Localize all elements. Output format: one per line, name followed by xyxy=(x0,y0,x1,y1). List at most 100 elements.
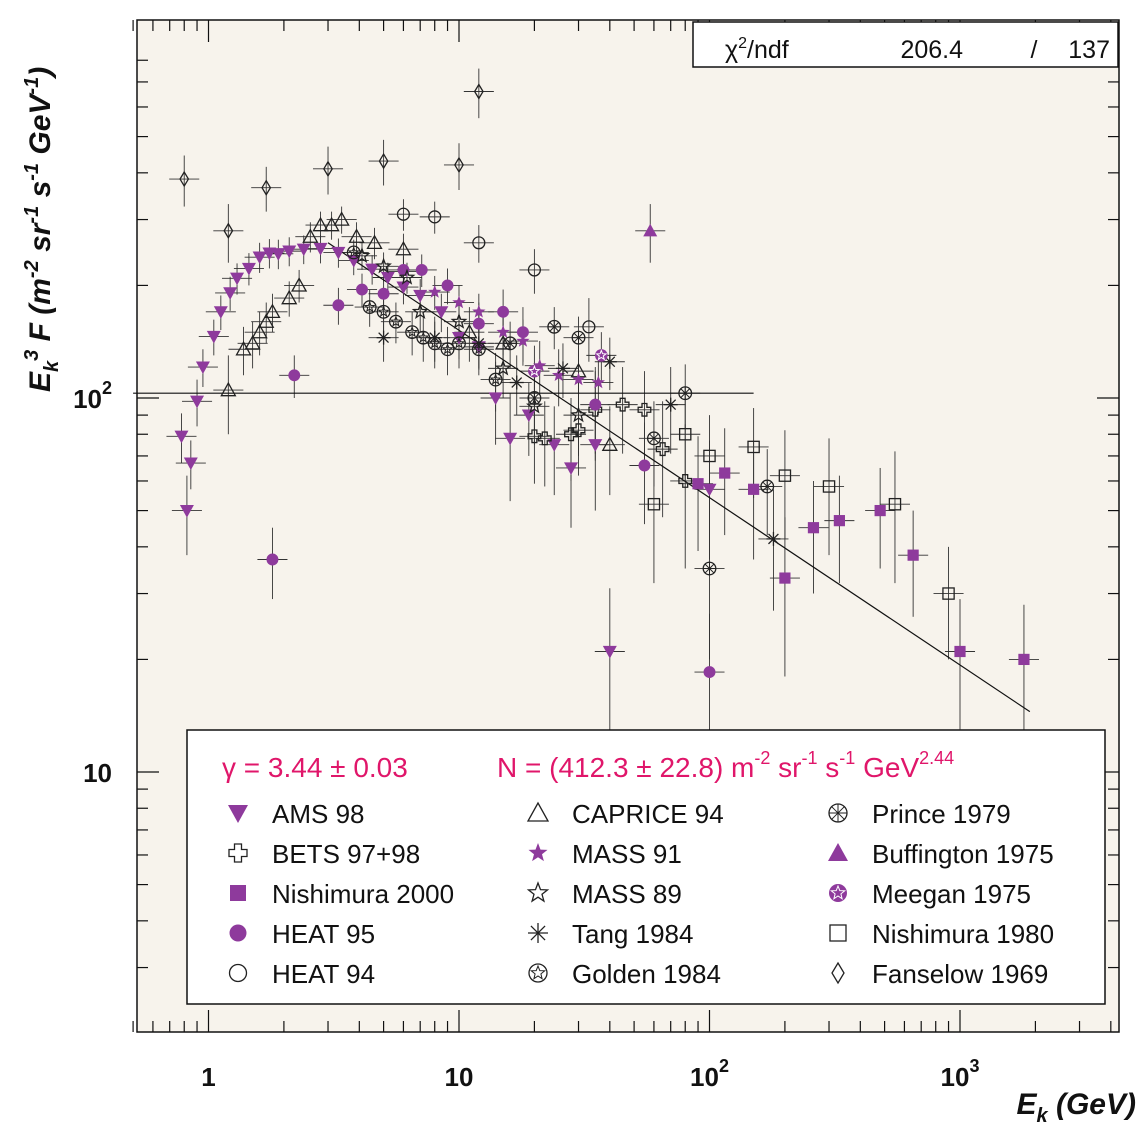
point-nishimura-1980 xyxy=(703,449,716,463)
point-heat-95 xyxy=(441,279,454,292)
point-mass-89 xyxy=(450,312,468,329)
point-heat-95 xyxy=(288,369,301,382)
point-heat-94 xyxy=(428,210,442,224)
legend-label: AMS 98 xyxy=(272,799,365,829)
point-nishimura-2000 xyxy=(779,572,791,584)
point-prince-1979 xyxy=(527,391,542,405)
fit-gamma: γ = 3.44 ± 0.03 xyxy=(222,752,408,783)
point-nishimura-2000 xyxy=(748,483,760,495)
point-prince-1979 xyxy=(646,431,661,446)
point-golden-1984 xyxy=(452,336,466,351)
point-ams-98 xyxy=(434,306,449,319)
legend-marker-bets-97-98 xyxy=(228,843,248,863)
legend-marker-buffington-1975 xyxy=(828,843,848,861)
point-mass-91 xyxy=(533,358,547,372)
point-tang-1984 xyxy=(663,397,678,412)
point-fanselow-1969 xyxy=(378,152,389,170)
x-tick-label: 10 xyxy=(445,1062,474,1092)
point-ams-98 xyxy=(503,432,518,446)
point-bets-97-98 xyxy=(527,429,542,444)
legend-marker-meegan-1975 xyxy=(829,884,847,902)
point-ams-98 xyxy=(195,361,210,375)
stats-box-frame xyxy=(692,21,1119,68)
legend-label: Prince 1979 xyxy=(872,799,1011,829)
point-ams-98 xyxy=(396,281,411,295)
legend-label: Meegan 1975 xyxy=(872,879,1031,909)
point-golden-1984 xyxy=(416,330,431,345)
point-ams-98 xyxy=(365,263,380,277)
y-axis-label-text: Ek3 F (m-2 sr-1 s-1 GeV-1) xyxy=(21,67,63,392)
point-caprice-94 xyxy=(461,323,478,339)
point-heat-94 xyxy=(472,236,486,250)
point-nishimura-2000 xyxy=(907,549,919,561)
point-ams-98 xyxy=(174,430,189,444)
point-heat-95 xyxy=(332,299,345,312)
plot-frame xyxy=(136,19,1120,1033)
point-prince-1979 xyxy=(503,336,518,351)
point-caprice-94 xyxy=(291,277,308,292)
point-prince-1979 xyxy=(678,386,693,401)
point-ams-98 xyxy=(602,645,617,659)
point-mass-89 xyxy=(411,302,429,319)
point-mass-89 xyxy=(570,406,587,423)
point-mass-91 xyxy=(516,334,530,347)
point-mass-91 xyxy=(428,285,442,298)
point-golden-1984 xyxy=(440,342,455,357)
point-nishimura-1980 xyxy=(647,497,661,511)
point-golden-1984 xyxy=(346,245,361,260)
point-caprice-94 xyxy=(244,335,261,350)
point-bets-97-98 xyxy=(537,431,552,446)
point-caprice-94 xyxy=(264,303,281,319)
point-heat-95 xyxy=(589,398,602,411)
point-tang-1984 xyxy=(766,531,781,546)
point-golden-1984 xyxy=(405,325,420,340)
legend-label: Tang 1984 xyxy=(572,919,693,949)
point-ams-98 xyxy=(252,251,267,265)
point-golden-1984 xyxy=(362,300,377,315)
point-bets-97-98 xyxy=(637,402,652,417)
point-heat-95 xyxy=(638,459,651,472)
point-mass-91 xyxy=(552,368,566,381)
point-fanselow-1969 xyxy=(223,222,234,240)
point-tang-1984 xyxy=(509,375,524,390)
legend-label: Nishimura 1980 xyxy=(872,919,1054,949)
y-tick-label: 102 xyxy=(73,378,112,414)
point-ams-98 xyxy=(547,439,562,452)
point-buffington-1975 xyxy=(643,223,658,237)
point-mass-89 xyxy=(375,257,392,274)
x-tick-labels: 1 10 102 103 xyxy=(201,1056,979,1092)
point-caprice-94 xyxy=(348,228,365,243)
point-heat-95 xyxy=(356,283,368,296)
legend-marker-heat-95 xyxy=(229,924,247,942)
legend-marker-prince-1979 xyxy=(828,803,848,823)
legend-label: HEAT 95 xyxy=(272,919,375,949)
legend-label: MASS 89 xyxy=(572,879,682,909)
x-tick-label: 102 xyxy=(690,1056,729,1092)
point-fanselow-1969 xyxy=(323,160,333,178)
point-ams-98 xyxy=(179,504,194,518)
point-heat-95 xyxy=(703,666,716,679)
legend-label: HEAT 94 xyxy=(272,959,375,989)
x-axis-label: Ek (GeV) xyxy=(1017,1088,1137,1127)
chi2-separator: / xyxy=(1031,36,1038,64)
point-meegan-1975 xyxy=(528,364,541,378)
point-ams-98 xyxy=(521,409,536,423)
point-bets-97-98 xyxy=(615,397,630,412)
point-tang-1984 xyxy=(555,361,570,376)
point-nishimura-1980 xyxy=(888,497,902,511)
legend-marker-heat-94 xyxy=(228,963,248,983)
legend-marker-mass-89 xyxy=(526,881,550,903)
legend-entries: AMS 98 BETS 97+98 Nishimura 2000 HEAT 95 HEA… xyxy=(228,799,1054,989)
point-mass-91 xyxy=(452,295,466,309)
y-axis-label: Ek3 F (m-2 sr-1 s-1 GeV-1) xyxy=(21,67,63,392)
point-nishimura-2000 xyxy=(719,467,731,479)
chi2-label: χ2/ndf xyxy=(725,35,789,64)
legend-label: MASS 91 xyxy=(572,839,682,869)
point-fanselow-1969 xyxy=(261,179,272,196)
point-ams-98 xyxy=(564,462,579,475)
point-ams-98 xyxy=(313,242,328,256)
point-mass-91 xyxy=(571,372,586,386)
point-golden-1984 xyxy=(388,314,403,329)
fit-normalization: N = (412.3 ± 22.8) m-2 sr-1 s-1 GeV2.44 xyxy=(497,748,954,783)
point-nishimura-2000 xyxy=(1018,653,1030,666)
